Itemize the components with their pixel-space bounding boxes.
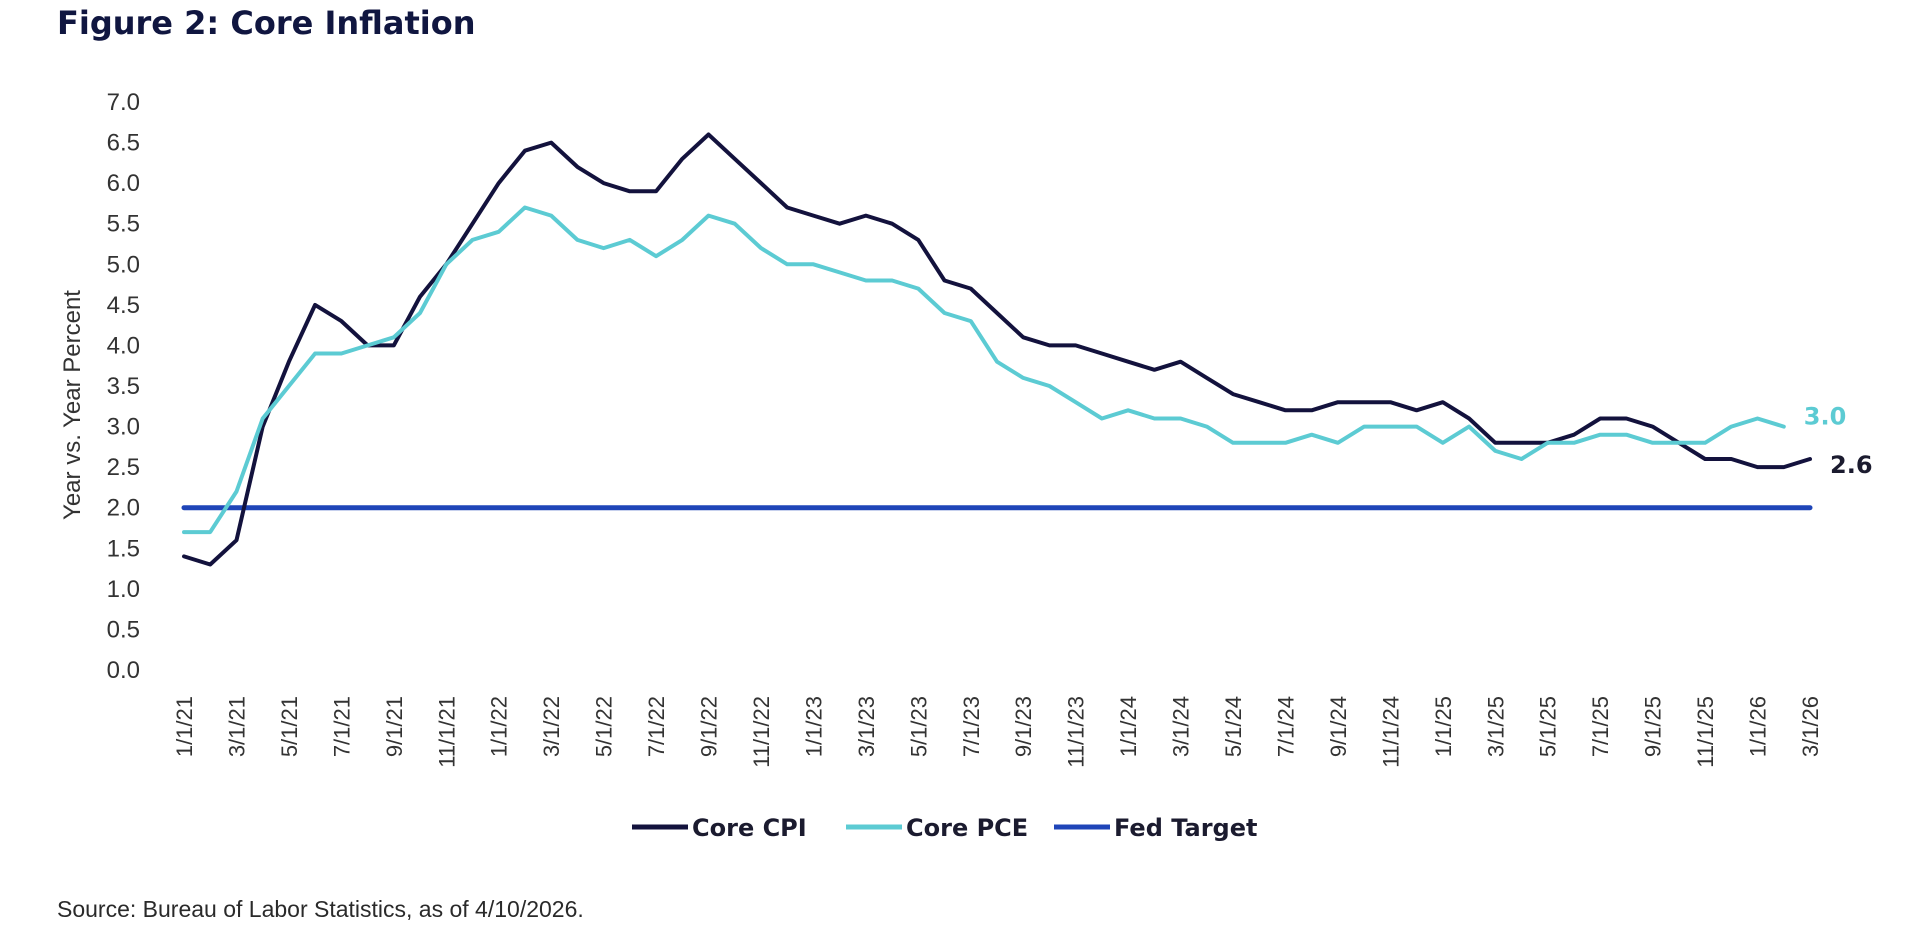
end-labels: 2.6 3.0 bbox=[1804, 403, 1873, 479]
source-note: Source: Bureau of Labor Statistics, as o… bbox=[57, 896, 584, 922]
x-tick-label: 9/1/23 bbox=[1011, 696, 1036, 757]
x-tick-label: 5/1/24 bbox=[1221, 696, 1246, 757]
x-tick-label: 11/1/22 bbox=[749, 696, 774, 768]
core-cpi-end-label: 2.6 bbox=[1830, 451, 1873, 479]
x-tick-label: 11/1/21 bbox=[434, 696, 459, 768]
x-tick-label: 7/1/23 bbox=[959, 696, 984, 757]
series-lines bbox=[181, 132, 1813, 567]
y-axis-ticks: 0.0 0.5 1.0 1.5 2.0 2.5 3.0 3.5 4.0 4.5 5.0 5.5 6.0 6… bbox=[107, 89, 140, 684]
y-tick-label: 3.5 bbox=[107, 373, 140, 400]
x-tick-label: 1/1/22 bbox=[487, 696, 512, 757]
x-tick-label: 11/1/23 bbox=[1064, 696, 1089, 768]
y-tick-label: 6.0 bbox=[107, 170, 140, 197]
series-line-core-pce bbox=[182, 205, 1786, 535]
x-tick-label: 1/1/21 bbox=[172, 696, 197, 757]
core-pce-end-label: 3.0 bbox=[1804, 403, 1847, 431]
x-tick-label: 7/1/21 bbox=[329, 696, 354, 757]
x-tick-label: 9/1/22 bbox=[697, 696, 722, 757]
series-line-core-cpi bbox=[182, 132, 1812, 567]
x-tick-label: 11/1/24 bbox=[1378, 696, 1403, 768]
x-tick-label: 11/1/25 bbox=[1693, 696, 1718, 768]
x-tick-label: 3/1/26 bbox=[1798, 696, 1823, 757]
y-tick-label: 0.0 bbox=[107, 657, 140, 684]
legend-label-fed-target: Fed Target bbox=[1114, 814, 1257, 842]
x-tick-label: 9/1/21 bbox=[382, 696, 407, 757]
y-tick-label: 1.0 bbox=[107, 576, 140, 603]
x-tick-label: 9/1/25 bbox=[1641, 696, 1666, 757]
y-tick-label: 5.0 bbox=[107, 251, 140, 278]
x-tick-label: 7/1/25 bbox=[1588, 696, 1613, 757]
legend-label-core-pce: Core PCE bbox=[906, 814, 1028, 842]
y-tick-label: 3.0 bbox=[107, 414, 140, 441]
x-tick-label: 1/1/23 bbox=[801, 696, 826, 757]
x-tick-label: 1/1/24 bbox=[1116, 696, 1141, 757]
x-tick-label: 1/1/25 bbox=[1431, 696, 1456, 757]
x-tick-label: 5/1/23 bbox=[906, 696, 931, 757]
y-tick-label: 6.5 bbox=[107, 130, 140, 157]
x-tick-label: 5/1/22 bbox=[592, 696, 617, 757]
legend-label-core-cpi: Core CPI bbox=[692, 814, 807, 842]
x-tick-label: 3/1/25 bbox=[1483, 696, 1508, 757]
y-tick-label: 7.0 bbox=[107, 89, 140, 116]
y-tick-label: 0.5 bbox=[107, 616, 140, 643]
legend: Core CPI Core PCE Fed Target bbox=[632, 814, 1257, 842]
y-tick-label: 4.5 bbox=[107, 292, 140, 319]
x-axis-ticks: 1/1/21 3/1/21 5/1/21 7/1/21 9/1/21 11/1/21 1/1… bbox=[172, 696, 1823, 768]
y-axis-title: Year vs. Year Percent bbox=[59, 290, 86, 520]
y-tick-label: 2.0 bbox=[107, 495, 140, 522]
x-tick-label: 3/1/24 bbox=[1169, 696, 1194, 757]
x-tick-label: 7/1/22 bbox=[644, 696, 669, 757]
x-tick-label: 7/1/24 bbox=[1273, 696, 1298, 757]
x-tick-label: 1/1/26 bbox=[1746, 696, 1771, 757]
x-tick-label: 5/1/21 bbox=[277, 696, 302, 757]
x-tick-label: 3/1/22 bbox=[539, 696, 564, 757]
y-tick-label: 4.0 bbox=[107, 332, 140, 359]
x-tick-label: 3/1/23 bbox=[854, 696, 879, 757]
x-tick-label: 9/1/24 bbox=[1326, 696, 1351, 757]
x-tick-label: 3/1/21 bbox=[224, 696, 249, 757]
y-tick-label: 5.5 bbox=[107, 211, 140, 238]
y-tick-label: 2.5 bbox=[107, 454, 140, 481]
x-tick-label: 5/1/25 bbox=[1536, 696, 1561, 757]
chart-title: Figure 2: Core Inflation bbox=[57, 4, 476, 42]
core-inflation-chart: 0.0 0.5 1.0 1.5 2.0 2.5 3.0 3.5 4.0 4.5 5.0 5.5 6.0 6… bbox=[59, 89, 1873, 842]
y-tick-label: 1.5 bbox=[107, 535, 140, 562]
